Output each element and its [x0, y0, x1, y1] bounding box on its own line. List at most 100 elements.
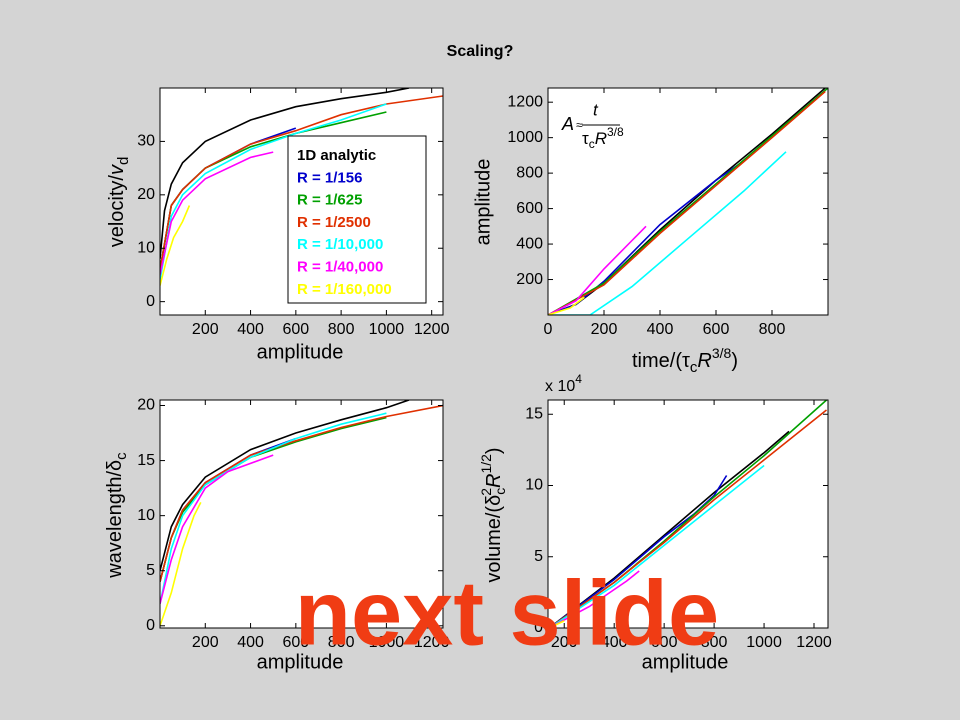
y-tick-label: 1000	[507, 129, 543, 146]
x-axis-label: time/(τcR3/8)	[632, 345, 738, 376]
slide-title: Scaling?	[447, 43, 514, 60]
y-tick-label: 0	[534, 619, 543, 636]
y-tick-label: 400	[516, 235, 543, 252]
y-tick-label: 200	[516, 271, 543, 288]
plot-frame	[159, 399, 444, 629]
axis-multiplier: x 104	[545, 372, 582, 395]
x-tick-label: 1000	[369, 321, 405, 338]
label-part: τ	[682, 350, 690, 372]
label-part: c	[492, 488, 508, 495]
data-line	[548, 296, 585, 315]
y-tick-label: 10	[525, 477, 543, 494]
label-part: v	[106, 164, 128, 175]
label-part: 3/8	[712, 345, 732, 361]
x-tick-label: 800	[701, 634, 728, 651]
label-part: 2	[478, 488, 494, 496]
data-line	[548, 409, 827, 628]
y-tick-label: 15	[137, 452, 155, 469]
plot-frame	[547, 399, 829, 629]
label-part: δ	[483, 495, 505, 506]
plot-frame	[547, 87, 829, 316]
annotation: ≈	[576, 118, 583, 132]
data-line	[548, 475, 728, 628]
label-part: c	[589, 137, 595, 151]
legend-entry: R = 1/625	[297, 192, 362, 209]
x-tick-label: 1000	[746, 634, 782, 651]
label-part: c	[113, 452, 130, 460]
legend-entry: R = 1/160,000	[297, 281, 392, 298]
annotation: τcR3/8	[582, 125, 624, 151]
label-part: velocity/	[106, 175, 128, 248]
y-tick-label: 20	[137, 186, 155, 203]
x-tick-label: 1200	[414, 634, 450, 651]
x-tick-label: 1000	[369, 634, 405, 651]
x-tick-label: 600	[703, 321, 730, 338]
label-part: 4	[575, 372, 582, 386]
y-tick-label: 10	[137, 239, 155, 256]
y-axis-label: wavelength/δc	[104, 452, 130, 579]
annotation: A	[561, 114, 574, 134]
data-line	[160, 454, 274, 604]
x-tick-label: 800	[759, 321, 786, 338]
y-tick-label: 1200	[507, 93, 543, 110]
label-part: x 10	[545, 378, 575, 395]
data-line	[160, 95, 443, 270]
data-line	[160, 205, 191, 286]
y-tick-label: 0	[146, 293, 155, 310]
x-tick-label: 200	[192, 321, 219, 338]
plot-frame	[159, 87, 444, 316]
label-part: τ	[582, 129, 589, 148]
y-tick-label: 600	[516, 200, 543, 217]
label-part: )	[483, 447, 505, 454]
data-line	[548, 430, 790, 628]
label-part: wavelength/	[104, 471, 126, 579]
label-part: time/(	[632, 350, 682, 372]
data-line	[160, 88, 410, 259]
x-tick-label: 600	[282, 634, 309, 651]
label-part: volume/(	[483, 506, 505, 583]
data-line	[160, 404, 443, 582]
y-tick-label: 10	[137, 507, 155, 524]
y-axis-label: velocity/vd	[106, 157, 132, 248]
label-part: R	[483, 474, 505, 488]
label-part: d	[115, 157, 132, 165]
x-tick-label: 400	[237, 321, 264, 338]
legend-entry: R = 1/40,000	[297, 258, 383, 275]
data-line	[548, 225, 647, 315]
y-tick-label: 15	[525, 405, 543, 422]
y-tick-label: 5	[534, 548, 543, 565]
y-tick-label: 20	[137, 397, 155, 414]
label-part: c	[690, 359, 698, 376]
legend-entry: 1D analytic	[297, 147, 376, 164]
annotation: t	[593, 100, 599, 119]
legend-box	[287, 135, 427, 304]
data-line	[548, 151, 787, 315]
data-line	[160, 400, 410, 571]
x-tick-label: 400	[237, 634, 264, 651]
legend-entry: R = 1/156	[297, 169, 362, 186]
x-tick-label: 400	[601, 634, 628, 651]
x-tick-label: 200	[591, 321, 618, 338]
data-line	[160, 103, 387, 281]
x-axis-label: amplitude	[642, 651, 729, 673]
x-tick-label: 800	[328, 634, 355, 651]
y-tick-label: 30	[137, 133, 155, 150]
x-tick-label: 800	[328, 321, 355, 338]
label-part: 1/2	[478, 454, 494, 474]
x-tick-label: 400	[647, 321, 674, 338]
x-tick-label: 600	[651, 634, 678, 651]
x-tick-label: 200	[192, 634, 219, 651]
label-part: R	[697, 350, 711, 372]
x-axis-label: amplitude	[257, 651, 344, 673]
y-axis-label: volume/(δc2R1/2)	[478, 447, 508, 582]
label-part: R	[595, 129, 607, 148]
data-line	[160, 151, 274, 276]
label-part: δ	[104, 460, 126, 471]
x-tick-label: 600	[282, 321, 309, 338]
data-line	[160, 502, 202, 627]
x-axis-label: amplitude	[257, 341, 344, 363]
x-tick-label: 1200	[414, 321, 450, 338]
x-tick-label: 1200	[796, 634, 832, 651]
